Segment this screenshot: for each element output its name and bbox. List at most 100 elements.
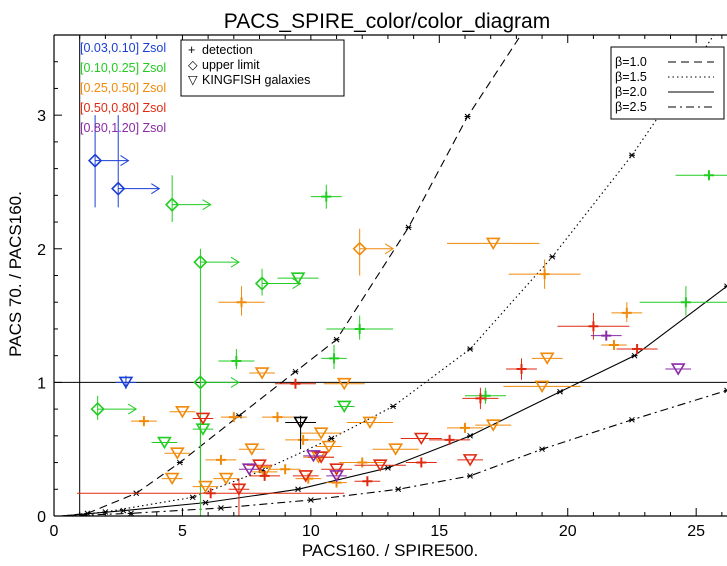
upper-limit-arrowhead [120, 155, 130, 167]
model-curve [61, 35, 715, 516]
kingfish-marker [118, 376, 134, 389]
detection-marker [231, 356, 242, 367]
detection-marker [444, 434, 455, 445]
model-legend-label: β=1.0 [615, 55, 647, 69]
metallicity-legend-entry: [0.25,0.50] Zsol [80, 81, 166, 95]
detection-marker [357, 457, 368, 468]
chart-title: PACS_SPIRE_color/color_diagram [224, 10, 550, 33]
kingfish-marker [388, 443, 404, 456]
y-tick-label: 2 [37, 242, 46, 259]
kingfish-marker [321, 440, 337, 454]
detection-marker [516, 364, 527, 375]
model-grid-point [120, 507, 127, 514]
plot-area: 0 5 10 15 20 25 0 1 2 3 [0.03,0.10] Zsol [0.10,0.25… [37, 34, 727, 540]
kingfish-marker [157, 436, 172, 450]
x-tick-label: 15 [430, 523, 448, 540]
kingfish-marker [670, 363, 686, 376]
kingfish-marker [329, 463, 344, 476]
detection-marker [621, 307, 632, 318]
upper-limit-marker [90, 401, 105, 417]
detection-marker [459, 422, 470, 433]
x-tick-label: 20 [559, 523, 577, 540]
metallicity-legend-entry: [0.10,0.25] Zsol [80, 61, 166, 75]
model-grid-point [549, 253, 556, 260]
model-grid-point [295, 486, 302, 493]
detection-marker [205, 488, 216, 499]
model-grid-point [328, 435, 335, 442]
kingfish-marker [362, 416, 378, 430]
detection-marker [416, 457, 427, 468]
model-grid-point [467, 432, 474, 439]
kingfish-marker [485, 419, 501, 432]
upper-limit-arrowhead [230, 376, 240, 388]
kingfish-marker [164, 472, 180, 486]
model-grid-point [628, 416, 635, 423]
upper-limit-marker [165, 197, 180, 212]
detection-marker [259, 470, 270, 481]
x-tick-label: 10 [302, 523, 320, 540]
y-tick-label: 1 [37, 375, 46, 392]
kingfish-marker [336, 400, 352, 413]
symbol-legend-marker: + [188, 43, 195, 57]
model-grid-point [390, 403, 397, 410]
symbol-legend-marker: ◇ [188, 58, 198, 72]
kingfish-marker [241, 463, 257, 476]
detection-marker [632, 343, 643, 354]
model-grid-point [724, 283, 727, 290]
detection-marker [475, 393, 486, 404]
x-tick-label: 0 [50, 523, 59, 540]
model-grid-point [405, 224, 412, 231]
metallicity-legend-entry: [0.50,0.80] Zsol [80, 101, 166, 115]
metallicity-legend-entry: [0.03,0.10] Zsol [80, 41, 166, 55]
x-tick-label: 25 [687, 523, 705, 540]
kingfish-marker [313, 427, 329, 440]
kingfish-marker [198, 480, 213, 494]
kingfish-marker [485, 237, 501, 250]
kingfish-marker [218, 472, 234, 486]
kingfish-marker [175, 405, 190, 419]
model-grid-point [631, 352, 638, 359]
detection-marker [588, 321, 599, 332]
kingfish-marker [254, 367, 270, 380]
upper-limit-marker [111, 181, 126, 196]
metallicity-legend-entry: [0.80,1.20] Zsol [80, 121, 166, 135]
detection-marker [608, 339, 619, 350]
model-grid-point [333, 336, 340, 343]
model-grid-point [628, 152, 635, 159]
kingfish-marker [169, 447, 185, 460]
symbol-legend-label: detection [202, 43, 253, 57]
kingfish-marker [257, 466, 273, 479]
upper-limit-arrowhead [127, 403, 138, 415]
symbol-legend-box [180, 39, 345, 97]
kingfish-marker [306, 450, 321, 463]
upper-limit-arrowhead [202, 199, 212, 211]
model-grid-point [557, 388, 564, 395]
model-grid-point [176, 459, 183, 466]
kingfish-marker [231, 483, 247, 496]
detection-marker [704, 170, 715, 181]
model-grid-point [292, 368, 299, 375]
detection-marker [321, 191, 332, 202]
detection-marker [298, 434, 309, 445]
upper-limit-arrowhead [151, 183, 161, 195]
y-tick-label: 3 [37, 108, 46, 125]
detection-marker [354, 323, 365, 334]
model-legend-label: β=2.5 [615, 100, 647, 114]
kingfish-marker [313, 451, 329, 464]
detection-marker [280, 464, 291, 475]
model-grid-point [307, 497, 314, 503]
model-grid-point [467, 473, 474, 479]
detection-marker [480, 390, 491, 401]
model-grid-point [464, 113, 471, 120]
kingfish-marker [252, 459, 267, 472]
model-legend-label: β=2.0 [615, 85, 647, 99]
x-tick-label: 5 [178, 523, 187, 540]
upper-limit-marker [193, 255, 208, 270]
y-axis-label: PACS 70. / PACS160. [6, 191, 25, 357]
upper-limit-arrowhead [384, 243, 395, 255]
upper-limit-marker [352, 241, 367, 256]
upper-limit-marker [254, 276, 270, 291]
model-grid-point [202, 499, 209, 506]
kingfish-marker [534, 380, 550, 393]
